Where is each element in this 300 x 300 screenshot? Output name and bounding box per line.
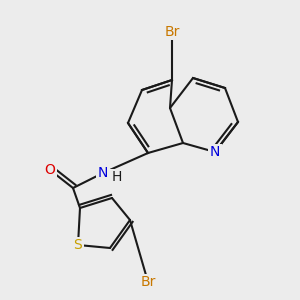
Text: N: N (210, 145, 220, 159)
Text: Br: Br (140, 275, 156, 289)
Text: N: N (98, 166, 108, 180)
Text: S: S (74, 238, 82, 252)
Text: H: H (112, 170, 122, 184)
Text: O: O (45, 163, 56, 177)
Text: Br: Br (164, 25, 180, 39)
